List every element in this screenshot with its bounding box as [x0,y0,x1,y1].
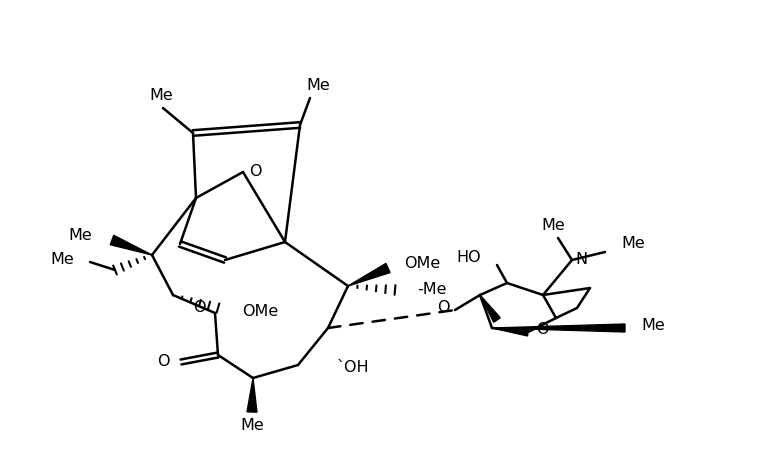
Text: O: O [536,323,548,338]
Text: Me: Me [240,419,264,433]
Text: OMe: OMe [242,305,278,319]
Polygon shape [348,263,390,286]
Text: -Me: -Me [417,282,447,298]
Text: Me: Me [621,237,645,251]
Polygon shape [492,324,625,332]
Text: Me: Me [541,219,565,233]
Text: HO: HO [457,250,481,264]
Text: Me: Me [641,319,665,333]
Polygon shape [110,235,152,255]
Polygon shape [492,328,529,336]
Text: OMe: OMe [404,256,440,270]
Text: Me: Me [307,79,330,94]
Text: N: N [575,252,587,268]
Text: O: O [193,300,205,315]
Text: O: O [157,355,170,369]
Polygon shape [480,295,500,322]
Polygon shape [247,378,257,412]
Text: O: O [248,164,262,180]
Text: Me: Me [68,227,92,243]
Text: O: O [437,300,449,315]
Text: `OH: `OH [337,361,370,375]
Text: Me: Me [149,88,173,104]
Text: Me: Me [50,252,74,268]
